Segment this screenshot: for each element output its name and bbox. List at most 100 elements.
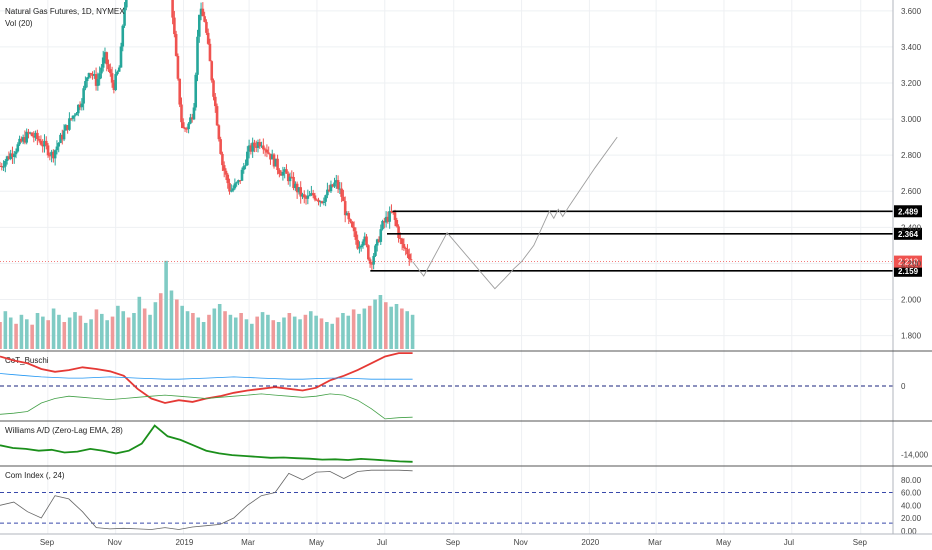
level-label: 2.159 [898, 267, 919, 276]
candle-body [16, 144, 20, 152]
candle-body [224, 170, 228, 175]
level-label: 2.489 [898, 207, 919, 216]
volume-bar [266, 314, 270, 349]
candle-body [358, 247, 361, 249]
volume-bar [196, 317, 201, 349]
level-tag [894, 227, 922, 240]
candle-body [267, 152, 270, 154]
volume-bar [212, 308, 217, 349]
candle-body [247, 145, 251, 152]
candle-body [230, 190, 233, 192]
candle-body [272, 154, 276, 167]
candle-body [409, 259, 413, 261]
candle-body [288, 176, 292, 182]
price-tick-label: 3.200 [901, 79, 922, 88]
time-tick-label: Jul [377, 538, 387, 547]
candle-body [25, 131, 28, 143]
volume-bar [228, 314, 233, 349]
candle-body [297, 187, 301, 193]
candle-body [103, 52, 107, 58]
volume-bar [19, 314, 24, 349]
pane-series-line [0, 424, 413, 463]
volume-bar [303, 314, 308, 349]
time-tick-label: Sep [853, 538, 868, 547]
candle-body [333, 182, 336, 187]
time-tick-label: Mar [648, 538, 662, 547]
volume-bar [233, 317, 238, 349]
price-tick-label: 2.600 [901, 187, 922, 196]
candle-body [46, 145, 50, 156]
candle-body [48, 155, 52, 157]
volume-bar [78, 315, 83, 349]
candle-body [94, 74, 98, 86]
price-tick-label: 3.600 [901, 7, 922, 16]
candle-body [379, 229, 383, 242]
candle-body [329, 184, 333, 192]
candle-body [73, 115, 77, 117]
volume-bar [223, 311, 227, 349]
candle-body [34, 132, 37, 138]
candle-body [372, 255, 375, 265]
volume-bar [298, 319, 302, 349]
candle-body [310, 193, 313, 196]
candle-body [292, 176, 295, 189]
volume-bar [308, 311, 313, 349]
volume-bar [335, 317, 340, 349]
candle-body [18, 138, 21, 145]
pane-tick-label: 40.00 [901, 501, 922, 510]
volume-bar [30, 324, 34, 349]
candle-body [402, 244, 406, 248]
volume-bar [325, 322, 329, 349]
time-tick-label: May [716, 538, 731, 547]
volume-bar [3, 311, 8, 349]
candle-body [338, 188, 342, 190]
candle-body [183, 128, 187, 130]
candle-body [217, 125, 221, 140]
candle-body [37, 139, 41, 141]
candle-body [281, 171, 285, 176]
volume-bars [0, 260, 415, 349]
volume-bar [276, 322, 281, 349]
candle-body [352, 227, 356, 232]
candle-body [340, 188, 343, 197]
candle-body [345, 213, 349, 216]
candle-body [242, 166, 246, 170]
candle-body [263, 149, 267, 151]
volume-bar [0, 322, 2, 349]
candle-body [64, 125, 68, 131]
candle-body [237, 180, 240, 183]
volume-bar [137, 296, 142, 349]
candle-body [295, 183, 299, 193]
candle-body [269, 153, 272, 160]
last-price-tag [894, 255, 922, 268]
candle-body [41, 144, 45, 147]
pane-label: Williams A/D (Zero-Lag EMA, 28) [5, 426, 123, 435]
time-tick-label: 2020 [581, 538, 599, 547]
time-tick-label: 2019 [175, 538, 193, 547]
pane-tick-label: 80.00 [901, 476, 922, 485]
volume-bar [57, 314, 61, 349]
volume-bar [410, 314, 415, 349]
volume-bar [132, 313, 136, 349]
candle-body [215, 106, 219, 126]
candle-body [76, 104, 80, 114]
candle-body [270, 154, 274, 160]
volume-bar [367, 305, 372, 349]
volume-bar [250, 323, 254, 349]
candle-body [0, 166, 4, 168]
pane-label: CoT_Buschi [5, 356, 49, 365]
candle-body [381, 220, 384, 230]
volume-bar [100, 313, 104, 349]
candle-body [399, 237, 402, 239]
candle-body [393, 212, 397, 220]
time-tick-label: May [309, 538, 324, 547]
candle-body [105, 52, 109, 65]
volume-bar [346, 315, 351, 349]
last-price-label: 2.210 [898, 258, 919, 267]
candle-body [208, 43, 212, 62]
volume-bar [14, 323, 18, 349]
volume-bar [191, 313, 195, 349]
volume-bar [67, 317, 72, 349]
